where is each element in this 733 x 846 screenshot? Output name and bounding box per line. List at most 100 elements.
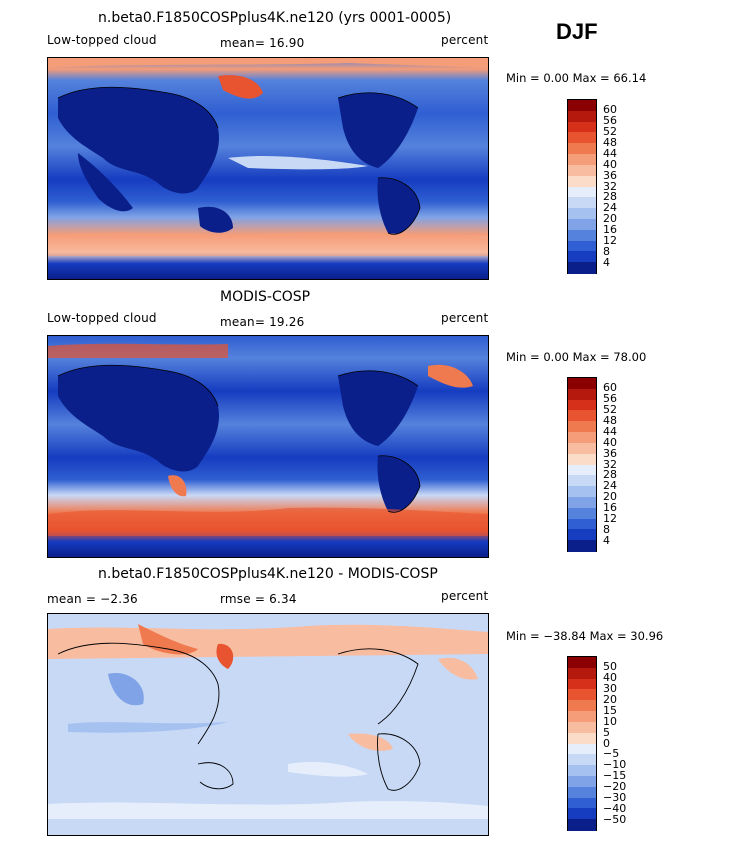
colorbar-tick-label: −30 — [603, 791, 627, 805]
colorbar-swatch — [568, 475, 596, 487]
colorbar-tick-label: −50 — [603, 813, 627, 827]
colorbar-swatch — [568, 110, 596, 123]
panel-2-minmax: Min = 0.00 Max = 78.00 — [506, 350, 647, 364]
colorbar-swatch — [568, 186, 596, 198]
colorbar-tick-label: 5 — [603, 725, 610, 739]
season-label: DJF — [556, 19, 598, 44]
panel-3-mean: mean = −2.36 — [47, 592, 138, 606]
colorbar-swatch — [568, 486, 596, 498]
colorbar-tick-label: 24 — [603, 479, 617, 493]
colorbar-swatch — [568, 765, 596, 777]
panel-2-mean: mean= 19.26 — [220, 315, 305, 329]
colorbar-swatch — [568, 496, 596, 509]
colorbar-swatch — [568, 164, 596, 177]
panel-2-units: percent — [441, 311, 489, 325]
colorbar-swatch — [568, 453, 596, 465]
colorbar-swatch — [568, 786, 596, 799]
colorbar-tick-label: 56 — [603, 113, 617, 127]
colorbar-tick-label: 4 — [603, 256, 610, 270]
colorbar-swatch — [568, 421, 596, 433]
colorbar-swatch — [568, 743, 596, 755]
colorbar-tick-label: 32 — [603, 457, 617, 471]
colorbar-tick-label: 50 — [603, 659, 617, 673]
colorbar-tick-label: −20 — [603, 780, 627, 794]
colorbar-tick-label: −5 — [603, 747, 620, 761]
colorbar-tick-label: 60 — [603, 380, 617, 394]
panel-1-colorbar — [567, 99, 597, 274]
colorbar-swatch — [568, 262, 596, 274]
panel-2-field-label: Low-topped cloud — [47, 311, 157, 325]
colorbar-swatch — [568, 689, 596, 701]
colorbar-swatch — [568, 378, 596, 390]
colorbar-swatch — [568, 208, 596, 220]
colorbar-swatch — [568, 143, 596, 155]
colorbar-swatch — [568, 667, 596, 680]
colorbar-tick-label: 20 — [603, 490, 617, 504]
colorbar-tick-label: 16 — [603, 223, 617, 237]
colorbar-swatch — [568, 657, 596, 669]
colorbar-tick-label: 28 — [603, 190, 617, 204]
colorbar-tick-label: 0 — [603, 736, 610, 750]
colorbar-swatch — [568, 464, 596, 476]
colorbar-swatch — [568, 775, 596, 788]
colorbar-tick-label: 40 — [603, 157, 617, 171]
panel-1-field-label: Low-topped cloud — [47, 33, 157, 47]
panel-1-units: percent — [441, 33, 489, 47]
colorbar-swatch — [568, 529, 596, 541]
colorbar-tick-label: 36 — [603, 168, 617, 182]
colorbar-swatch — [568, 251, 596, 263]
colorbar-swatch — [568, 218, 596, 231]
colorbar-tick-label: 28 — [603, 468, 617, 482]
colorbar-tick-label: 48 — [603, 135, 617, 149]
colorbar-tick-label: 8 — [603, 245, 610, 259]
colorbar-tick-label: 32 — [603, 179, 617, 193]
colorbar-swatch — [568, 100, 596, 112]
colorbar-tick-label: 8 — [603, 523, 610, 537]
colorbar-tick-label: 30 — [603, 681, 617, 695]
colorbar-tick-label: 56 — [603, 391, 617, 405]
panel-1-minmax: Min = 0.00 Max = 66.14 — [506, 71, 647, 85]
colorbar-swatch — [568, 154, 596, 166]
colorbar-swatch — [568, 732, 596, 744]
panel-1-map — [47, 57, 489, 280]
colorbar-swatch — [568, 507, 596, 520]
panel-2-map — [47, 335, 489, 558]
colorbar-tick-label: 24 — [603, 201, 617, 215]
colorbar-swatch — [568, 721, 596, 734]
panel-3-colorbar — [567, 656, 597, 831]
colorbar-tick-label: 44 — [603, 424, 617, 438]
panel-3-minmax: Min = −38.84 Max = 30.96 — [506, 629, 664, 643]
panel-3-map — [47, 613, 489, 836]
colorbar-swatch — [568, 229, 596, 242]
colorbar-tick-label: −10 — [603, 758, 627, 772]
colorbar-tick-label: 20 — [603, 692, 617, 706]
colorbar-tick-label: 15 — [603, 703, 617, 717]
colorbar-swatch — [568, 388, 596, 401]
colorbar-tick-label: 12 — [603, 512, 617, 526]
colorbar-tick-label: 60 — [603, 102, 617, 116]
colorbar-swatch — [568, 808, 596, 820]
colorbar-tick-label: 48 — [603, 413, 617, 427]
colorbar-tick-label: 40 — [603, 670, 617, 684]
colorbar-swatch — [568, 518, 596, 530]
panel-2-title: MODIS-COSP — [220, 289, 311, 305]
colorbar-swatch — [568, 700, 596, 712]
colorbar-swatch — [568, 540, 596, 552]
colorbar-swatch — [568, 399, 596, 411]
colorbar-swatch — [568, 132, 596, 144]
colorbar-tick-label: 12 — [603, 234, 617, 248]
colorbar-swatch — [568, 819, 596, 831]
colorbar-tick-label: 10 — [603, 714, 617, 728]
panel-1-mean: mean= 16.90 — [220, 36, 305, 50]
colorbar-swatch — [568, 754, 596, 766]
colorbar-swatch — [568, 197, 596, 209]
colorbar-tick-label: 20 — [603, 212, 617, 226]
colorbar-tick-label: 52 — [603, 124, 617, 138]
colorbar-swatch — [568, 797, 596, 809]
colorbar-swatch — [568, 678, 596, 690]
colorbar-swatch — [568, 121, 596, 133]
colorbar-tick-label: 4 — [603, 534, 610, 548]
colorbar-tick-label: 40 — [603, 435, 617, 449]
panel-2-colorbar — [567, 377, 597, 552]
colorbar-swatch — [568, 240, 596, 252]
